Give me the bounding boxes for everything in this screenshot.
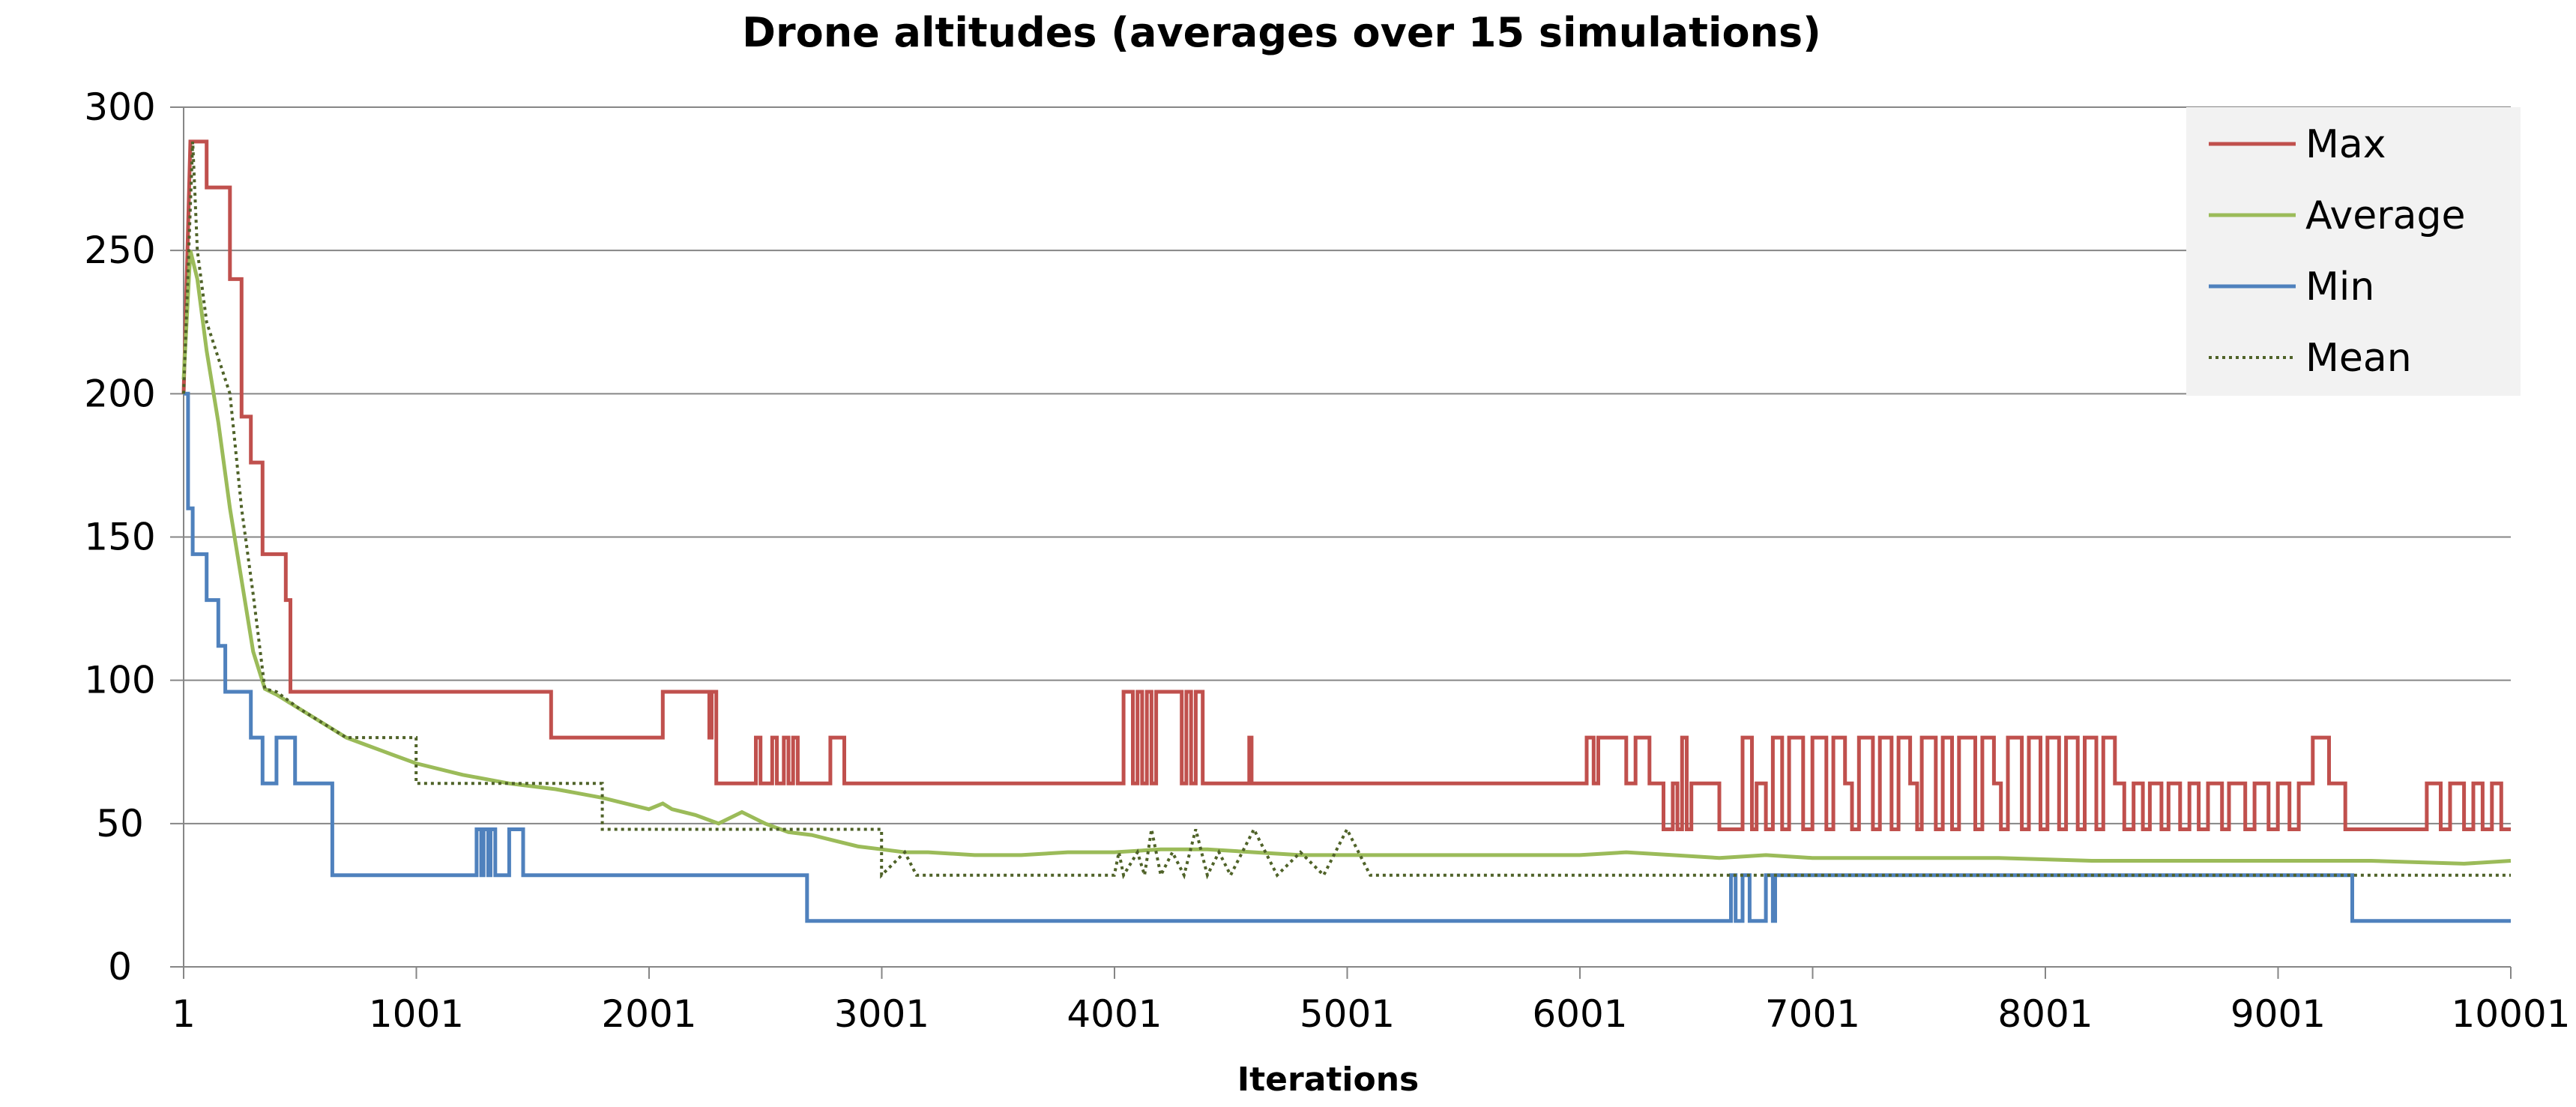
legend-item-average: Average bbox=[2209, 193, 2466, 238]
x-tick-label: 7001 bbox=[1765, 992, 1860, 1036]
x-tick-label: 8001 bbox=[1997, 992, 2093, 1036]
legend-box bbox=[2186, 107, 2521, 396]
y-tick-label: 150 bbox=[84, 516, 155, 559]
y-tick-label: 250 bbox=[84, 229, 155, 272]
x-axis-label: Iterations bbox=[1237, 1061, 1420, 1099]
y-tick-label: 200 bbox=[84, 372, 155, 415]
legend-label: Mean bbox=[2305, 336, 2412, 381]
chart-title: Drone altitudes (averages over 15 simula… bbox=[742, 9, 1821, 56]
x-tick-label: 9001 bbox=[2230, 992, 2326, 1036]
x-tick-label: 4001 bbox=[1067, 992, 1162, 1036]
y-tick-label: 50 bbox=[96, 802, 144, 845]
y-tick-label: 300 bbox=[84, 85, 155, 129]
x-tick-label: 1001 bbox=[369, 992, 464, 1036]
y-tick-label: 0 bbox=[108, 945, 132, 989]
x-tick-label: 10001 bbox=[2451, 992, 2570, 1036]
x-tick-label: 1 bbox=[172, 992, 196, 1036]
x-tick-label: 3001 bbox=[834, 992, 929, 1036]
legend-item-max: Max bbox=[2209, 122, 2386, 167]
series-line-max bbox=[181, 139, 2511, 831]
x-tick-label: 5001 bbox=[1300, 992, 1395, 1036]
x-tick-label: 6001 bbox=[1532, 992, 1627, 1036]
legend-item-mean: Mean bbox=[2209, 336, 2412, 381]
legend-label: Min bbox=[2305, 265, 2374, 310]
series-layer bbox=[181, 139, 2512, 923]
legend-items: Max Average Min Mean bbox=[2209, 122, 2466, 381]
legend-label: Average bbox=[2305, 193, 2466, 238]
x-tick-label: 2001 bbox=[601, 992, 696, 1036]
series-line-mean bbox=[182, 141, 2511, 880]
series-line-min bbox=[184, 391, 2511, 923]
grid-layer bbox=[184, 106, 2511, 824]
legend-item-min: Min bbox=[2209, 265, 2374, 310]
legend-label: Max bbox=[2305, 122, 2386, 167]
legend: Max Average Min Mean bbox=[2186, 107, 2521, 396]
y-tick-label: 100 bbox=[84, 659, 155, 702]
